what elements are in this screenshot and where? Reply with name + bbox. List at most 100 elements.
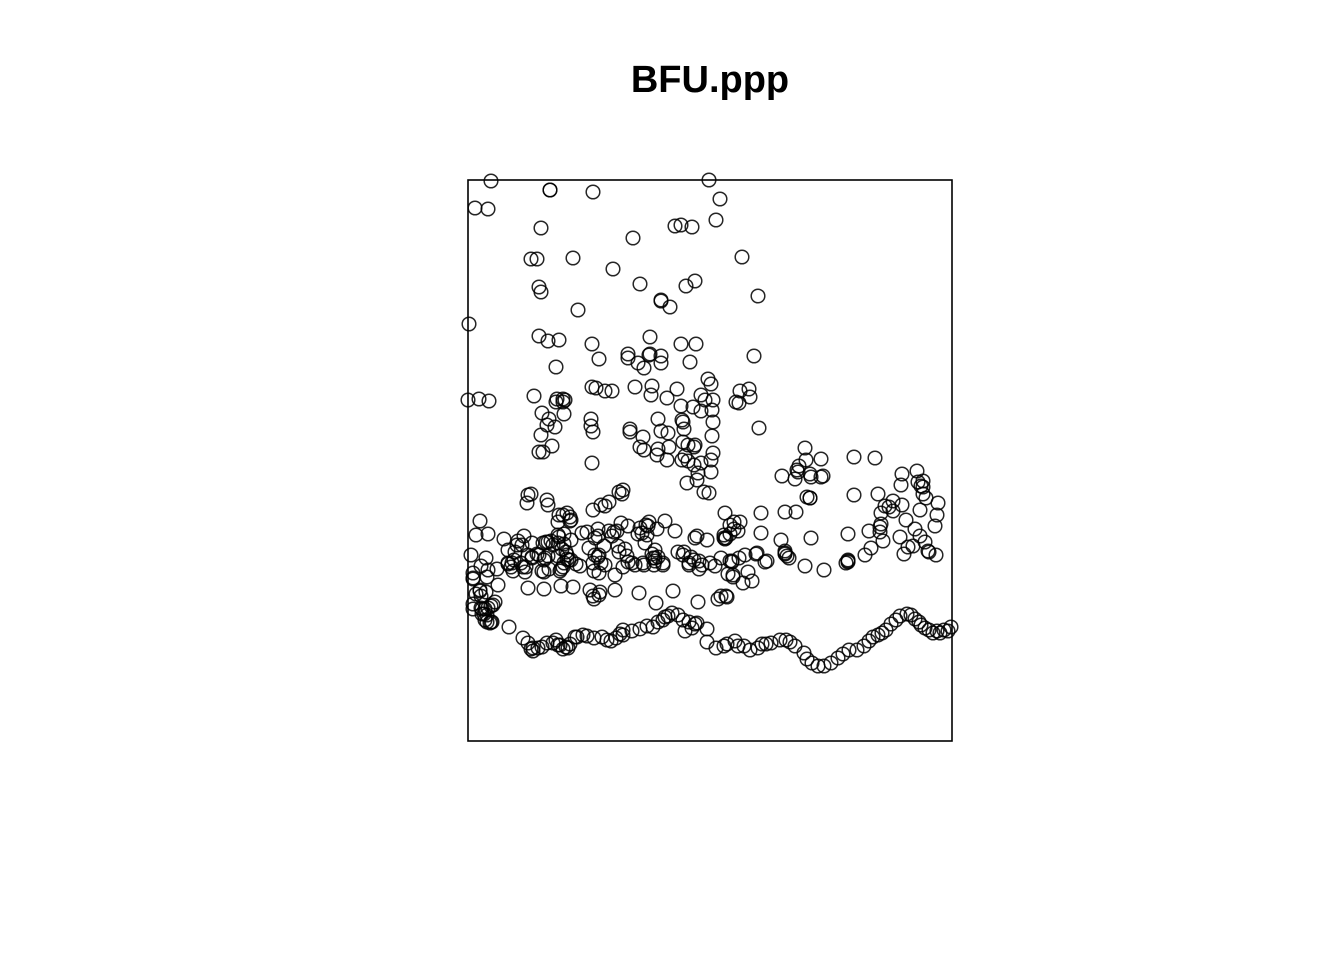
data-point bbox=[915, 486, 931, 502]
data-point bbox=[813, 451, 829, 467]
data-point bbox=[664, 605, 680, 621]
data-point bbox=[840, 526, 856, 542]
data-point bbox=[586, 563, 602, 579]
data-point bbox=[670, 607, 686, 623]
data-point bbox=[526, 388, 542, 404]
data-point bbox=[594, 629, 610, 645]
data-point bbox=[722, 526, 738, 542]
data-point bbox=[659, 390, 675, 406]
data-point bbox=[585, 424, 601, 440]
data-point bbox=[737, 547, 753, 563]
data-point bbox=[856, 638, 872, 654]
data-point bbox=[718, 530, 734, 546]
data-point bbox=[604, 383, 620, 399]
data-point bbox=[744, 573, 760, 589]
data-point bbox=[583, 418, 599, 434]
data-point bbox=[625, 230, 641, 246]
data-point bbox=[857, 547, 873, 563]
data-point bbox=[693, 403, 709, 419]
data-point bbox=[641, 347, 657, 363]
data-point bbox=[490, 577, 506, 593]
data-point bbox=[611, 544, 627, 560]
data-point bbox=[753, 525, 769, 541]
data-point bbox=[540, 548, 556, 564]
data-point bbox=[788, 504, 804, 520]
data-point bbox=[774, 468, 790, 484]
data-point bbox=[627, 557, 643, 573]
data-point bbox=[461, 316, 477, 332]
data-point bbox=[539, 492, 555, 508]
data-point bbox=[615, 482, 631, 498]
data-point bbox=[565, 250, 581, 266]
data-point bbox=[911, 614, 927, 630]
data-point bbox=[636, 557, 652, 573]
data-point bbox=[799, 651, 815, 667]
data-point bbox=[701, 172, 717, 188]
data-point bbox=[520, 580, 536, 596]
data-point bbox=[643, 387, 659, 403]
data-point bbox=[673, 336, 689, 352]
data-point bbox=[790, 464, 806, 480]
data-point bbox=[665, 583, 681, 599]
data-point bbox=[753, 505, 769, 521]
data-point bbox=[701, 485, 717, 501]
data-point bbox=[696, 484, 712, 500]
data-point bbox=[731, 395, 747, 411]
data-point bbox=[467, 200, 483, 216]
data-point bbox=[555, 394, 571, 410]
data-point bbox=[686, 552, 702, 568]
data-point bbox=[657, 513, 673, 529]
data-point bbox=[468, 527, 484, 543]
data-point bbox=[655, 555, 671, 571]
data-point bbox=[570, 302, 586, 318]
data-point bbox=[816, 562, 832, 578]
data-point bbox=[667, 218, 683, 234]
data-point bbox=[875, 533, 891, 549]
data-point bbox=[684, 620, 700, 636]
data-point bbox=[816, 658, 832, 674]
data-point bbox=[585, 184, 601, 200]
data-point bbox=[620, 554, 636, 570]
data-point bbox=[472, 513, 488, 529]
data-point bbox=[533, 220, 549, 236]
data-point bbox=[777, 543, 793, 559]
data-point bbox=[593, 497, 609, 513]
data-point bbox=[640, 518, 656, 534]
data-point bbox=[523, 251, 539, 267]
data-point bbox=[533, 427, 549, 443]
data-point bbox=[523, 486, 539, 502]
data-point bbox=[551, 332, 567, 348]
data-point bbox=[929, 623, 945, 639]
data-point bbox=[679, 475, 695, 491]
data-point bbox=[639, 618, 655, 634]
data-point bbox=[782, 634, 798, 650]
data-point bbox=[841, 642, 857, 658]
data-point bbox=[525, 640, 541, 656]
data-point bbox=[678, 278, 694, 294]
data-point bbox=[590, 521, 606, 537]
data-point bbox=[481, 393, 497, 409]
data-point bbox=[471, 391, 487, 407]
data-point bbox=[717, 531, 733, 547]
data-point bbox=[524, 549, 540, 565]
data-point bbox=[896, 546, 912, 562]
data-point bbox=[758, 636, 774, 652]
data-point bbox=[632, 439, 648, 455]
data-point bbox=[690, 465, 706, 481]
data-point bbox=[861, 523, 877, 539]
data-point bbox=[519, 495, 535, 511]
data-point bbox=[601, 494, 617, 510]
data-point bbox=[515, 630, 531, 646]
data-point bbox=[846, 449, 862, 465]
data-point bbox=[867, 450, 883, 466]
data-point bbox=[741, 381, 757, 397]
data-point bbox=[874, 625, 890, 641]
data-point bbox=[579, 524, 595, 540]
points-layer bbox=[460, 172, 959, 674]
data-point bbox=[605, 261, 621, 277]
data-point bbox=[540, 497, 556, 513]
data-point bbox=[691, 553, 707, 569]
data-point bbox=[687, 273, 703, 289]
data-point bbox=[584, 455, 600, 471]
